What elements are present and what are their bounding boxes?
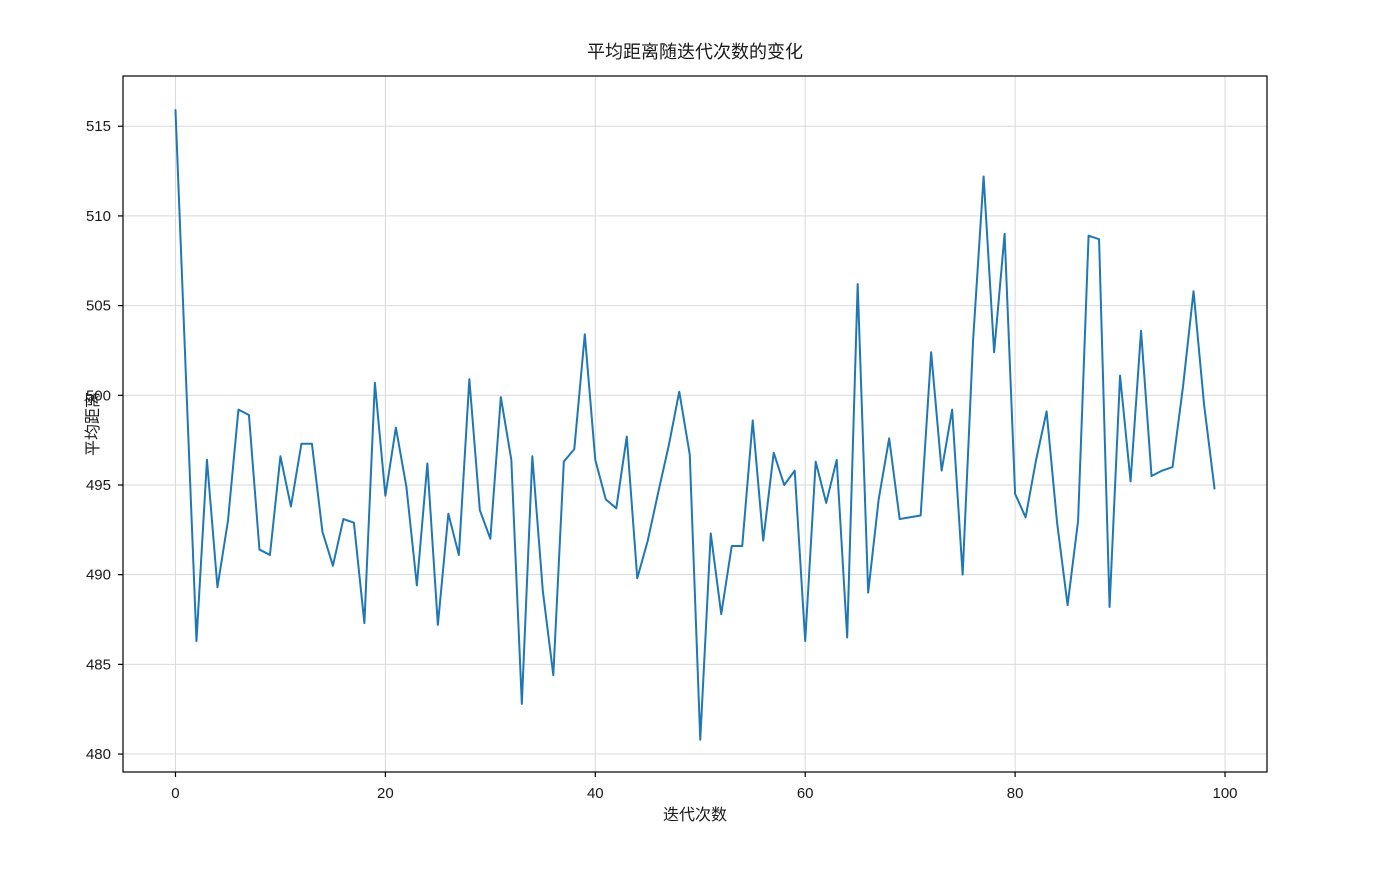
x-tick-label: 0	[171, 785, 179, 802]
plot-area-border	[122, 75, 1268, 773]
axis-ticks: 0 20 40 60 80 100 480 485 490 495 500 505 510 515	[86, 118, 1238, 802]
data-series-layer	[174, 109, 1216, 741]
y-tick-label: 495	[86, 477, 111, 494]
y-tick-label: 490	[86, 567, 111, 584]
y-tick-label: 500	[86, 387, 111, 404]
x-tick-label: 80	[1007, 785, 1024, 802]
y-tick-label: 510	[86, 208, 111, 225]
y-tick-label: 485	[86, 656, 111, 673]
x-tick-label: 60	[797, 785, 814, 802]
average-distance-line	[174, 109, 1216, 741]
x-axis-label: 迭代次数	[663, 806, 727, 824]
chart-title: 平均距离随迭代次数的变化	[587, 42, 803, 62]
x-tick-label: 100	[1213, 785, 1238, 802]
grid-lines	[123, 76, 1267, 772]
y-tick-label: 480	[86, 746, 111, 763]
x-tick-label: 20	[377, 785, 394, 802]
y-tick-label: 515	[86, 118, 111, 135]
x-tick-label: 40	[587, 785, 604, 802]
y-axis-label: 平均距离	[84, 392, 102, 456]
y-tick-label: 505	[86, 298, 111, 315]
